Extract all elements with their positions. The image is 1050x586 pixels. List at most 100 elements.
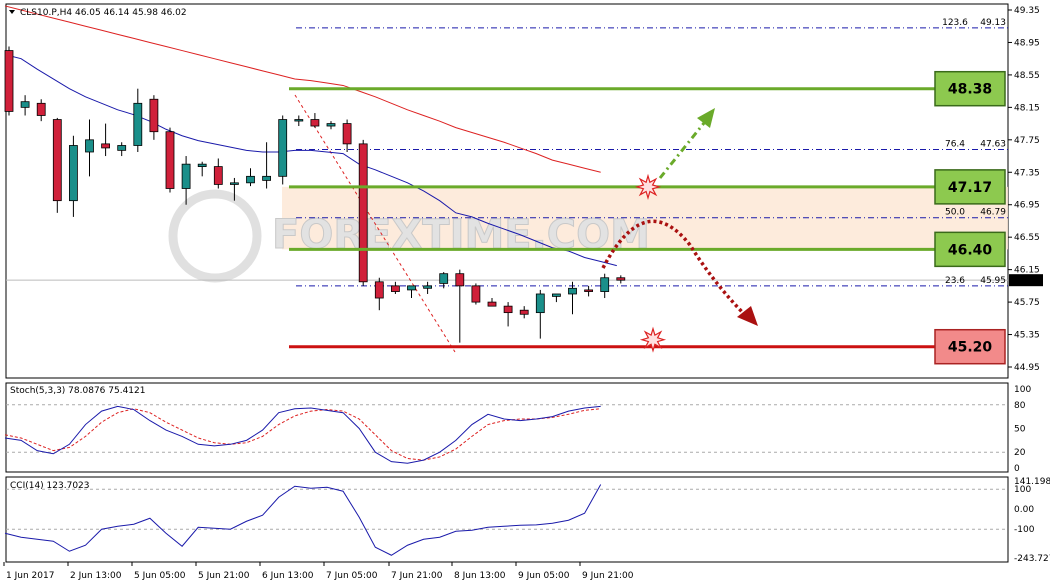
watermark-swoosh <box>180 229 252 253</box>
cci-tick-label: 141.1989 <box>1014 477 1050 487</box>
candle-body <box>535 293 545 314</box>
candle-body <box>374 281 384 299</box>
level-badge-45.20 <box>934 328 1006 365</box>
candle-body <box>568 287 577 295</box>
time-tick-label: 1 Jun 2017 <box>6 571 54 581</box>
price-tick-label: 48.15 <box>1014 103 1040 113</box>
current-price-badge <box>1009 274 1043 287</box>
stoch-tick-label: 100 <box>1014 385 1031 395</box>
candle-body <box>487 301 497 307</box>
candle-body <box>407 285 416 291</box>
candle-body <box>165 131 175 189</box>
time-tick-label: 9 Jun 21:00 <box>582 571 634 581</box>
time-tick-label: 7 Jun 21:00 <box>391 571 443 581</box>
time-tick-label: 2 Jun 13:00 <box>70 571 122 581</box>
cci-tick-label: 0.00 <box>1014 505 1034 515</box>
candle-body <box>181 163 191 189</box>
time-tick-label: 5 Jun 05:00 <box>134 571 186 581</box>
candle-body <box>101 143 110 149</box>
bearish-arrow-head <box>737 306 758 326</box>
candle-body <box>294 119 304 122</box>
price-tick-label: 48.95 <box>1014 38 1040 48</box>
chart-header-text: CLS10.P,H4 46.05 46.14 45.98 46.02 <box>20 8 187 18</box>
candle-body <box>616 277 626 281</box>
candle-body <box>20 101 30 108</box>
cci-tick-label: 100 <box>1014 485 1031 495</box>
candle-body <box>229 182 239 185</box>
stoch-tick-label: 20 <box>1014 448 1026 458</box>
candle-body <box>85 139 94 153</box>
fib-price-label: 46.79 <box>980 208 1006 218</box>
candle-body <box>52 119 62 202</box>
candle-body <box>213 166 223 185</box>
current-price-label: 46.02 <box>1012 276 1038 286</box>
price-tick-label: 45.75 <box>1014 298 1040 308</box>
candle-body <box>455 273 465 287</box>
watermark-circle <box>168 189 262 283</box>
price-tick-label: 47.75 <box>1014 136 1040 146</box>
candle-body <box>133 102 143 146</box>
candle-body <box>262 175 272 181</box>
time-tick-label: 9 Jun 05:00 <box>518 571 570 581</box>
price-tick-label: 44.95 <box>1014 363 1040 373</box>
candle-body <box>423 285 433 289</box>
time-tick-label: 6 Jun 13:00 <box>262 571 314 581</box>
cci-tick-label: -243.727 <box>1014 554 1050 564</box>
watermark-logo <box>168 189 262 283</box>
bullish-arrow-head <box>697 108 715 128</box>
candle-body <box>600 277 610 292</box>
price-tick-label: 47.35 <box>1014 168 1040 178</box>
fib-price-label: 47.63 <box>980 140 1006 150</box>
candle-body <box>36 102 46 116</box>
level-label-46.40: 46.40 <box>948 242 993 258</box>
level-badge-46.40 <box>934 231 1006 268</box>
moving-average-red <box>4 5 601 173</box>
price-tick-label: 46.15 <box>1014 266 1040 276</box>
fib-percent-label: 50.0 <box>945 208 965 218</box>
stoch-tick-label: 50 <box>1014 425 1026 435</box>
candle-body <box>503 305 513 314</box>
cci-tick-label: -100 <box>1014 525 1035 535</box>
bearish-arrow-line <box>601 219 750 320</box>
burst-icon-upper <box>634 173 662 201</box>
fib-price-label: 45.95 <box>980 276 1006 286</box>
stoch-tick-label: 80 <box>1014 401 1026 411</box>
candle-body <box>326 123 336 127</box>
stoch-signal-line <box>4 408 601 461</box>
time-tick-label: 8 Jun 13:00 <box>454 571 506 581</box>
level-label-48.38: 48.38 <box>948 82 992 98</box>
cci-line <box>4 484 602 556</box>
level-label-45.20: 45.20 <box>948 340 993 356</box>
stoch-panel-frame <box>5 382 1009 473</box>
fib-percent-label: 76.4 <box>945 140 965 150</box>
stoch-header-text: Stoch(5,3,3) 78.0876 75.4121 <box>10 386 145 396</box>
stoch-main-line <box>4 405 601 464</box>
candle-body <box>69 145 78 202</box>
candle-body <box>390 285 400 292</box>
candle-body <box>4 50 14 112</box>
candle-body <box>552 293 561 297</box>
cci-header-text: CCI(14) 123.7023 <box>10 481 90 491</box>
candle-body <box>197 163 207 167</box>
watermark-text: FOREXTIME.COM <box>272 212 650 258</box>
candle-body <box>358 143 368 283</box>
price-tick-label: 48.55 <box>1014 71 1040 81</box>
moving-average-blue <box>4 54 617 267</box>
time-tick-label: 5 Jun 21:00 <box>198 571 250 581</box>
header-dropdown-icon <box>9 10 15 14</box>
price-tick-label: 49.35 <box>1014 6 1040 16</box>
price-tick-label: 45.35 <box>1014 331 1040 341</box>
fib-swing-line <box>294 94 456 353</box>
candle-body <box>439 273 449 284</box>
stoch-tick-label: 0 <box>1014 464 1020 474</box>
bullish-arrow-line <box>658 117 710 179</box>
level-badge-48.38 <box>934 70 1006 107</box>
candle-body <box>246 175 255 184</box>
candle-body <box>117 145 127 151</box>
fib-percent-label: 123.6 <box>942 18 968 28</box>
price-tick-label: 46.95 <box>1014 201 1040 211</box>
cci-panel-frame <box>5 476 1009 563</box>
candle-body <box>310 119 320 127</box>
